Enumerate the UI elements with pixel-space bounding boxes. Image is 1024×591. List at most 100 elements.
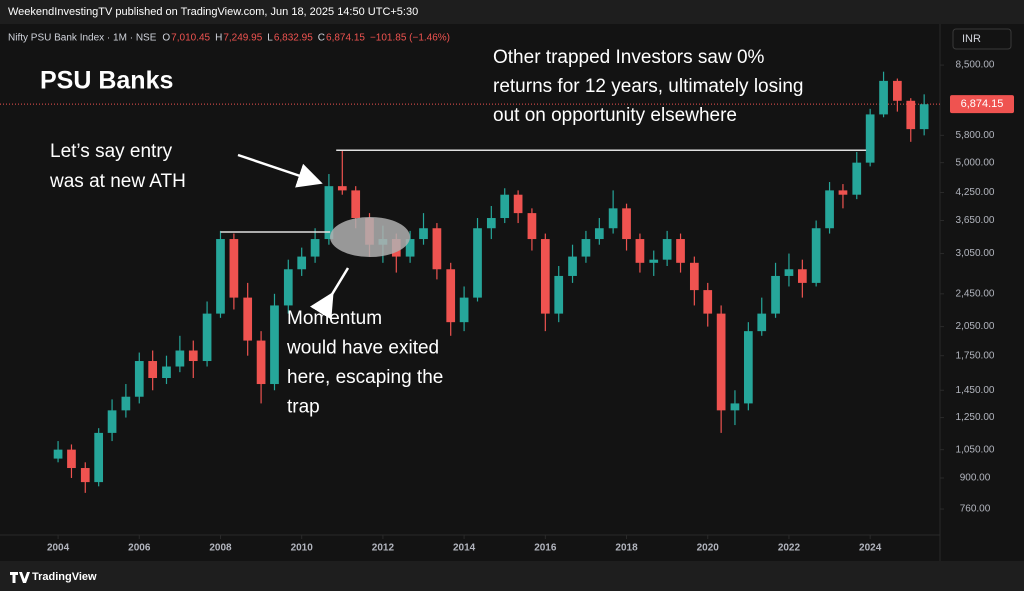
candle-body: [635, 239, 645, 263]
annotation: Other trapped Investors saw 0%: [493, 47, 765, 68]
arrow: [237, 153, 323, 188]
candle-body: [419, 228, 428, 240]
y-tick-label: 4,250.00: [956, 187, 995, 198]
candle-body: [730, 403, 740, 411]
legend-text: O: [162, 33, 170, 44]
y-tick-label: 2,050.00: [956, 321, 995, 332]
candle-body: [297, 256, 307, 270]
y-tick-label: 760.00: [960, 504, 991, 515]
currency-button[interactable]: [952, 28, 1012, 50]
annotation: was at new ATH: [49, 171, 186, 192]
legend-text: −101.85 (−1.46%): [370, 33, 450, 44]
footer-text: TradingView: [32, 571, 97, 583]
x-tick-label: 2010: [291, 543, 314, 554]
candle-body: [893, 80, 902, 101]
legend-text: L: [267, 33, 273, 44]
y-tick-label: 8,500.00: [956, 60, 995, 71]
header-text: WeekendInvestingTV published on TradingV…: [8, 6, 418, 18]
y-tick-label: 1,050.00: [956, 444, 995, 455]
chart-title: PSU Banks: [40, 67, 173, 95]
annotation: Momentum: [287, 308, 382, 329]
annotation: returns for 12 years, ultimately losing: [493, 76, 803, 97]
candle-body: [134, 361, 144, 397]
candle-body: [432, 228, 442, 270]
candle-body: [662, 239, 672, 260]
annotation: out on opportunity elsewhere: [493, 105, 737, 126]
candle-body: [784, 269, 794, 276]
candle-body: [107, 410, 117, 433]
candle-body: [500, 194, 510, 219]
annotation: trap: [287, 397, 320, 418]
candle-body: [486, 218, 496, 229]
candle-body: [554, 275, 564, 314]
candle-body: [608, 208, 618, 229]
candle-body: [337, 186, 347, 191]
legend: Nifty PSU Bank Index · 1M · NSE O 7,010.45…: [8, 33, 450, 44]
candle-body: [649, 259, 659, 263]
candle-body: [879, 80, 888, 115]
candle-body: [689, 262, 699, 291]
y-tick-label: 3,050.00: [956, 248, 995, 259]
header-bar: [0, 0, 1024, 24]
candle-body: [270, 305, 279, 385]
y-tick-label: 3,650.00: [956, 215, 995, 226]
y-tick-label: 900.00: [960, 473, 991, 484]
candle-body: [703, 290, 713, 314]
candle-body: [906, 100, 916, 130]
x-tick-label: 2004: [47, 543, 70, 554]
candle-body: [243, 297, 253, 341]
candle-body: [283, 269, 293, 306]
candle-body: [838, 190, 848, 195]
candle-body: [310, 239, 320, 257]
candle-body: [743, 331, 753, 404]
candle-body: [473, 228, 482, 298]
candle-body: [188, 350, 198, 362]
candle-body: [148, 361, 158, 379]
candle-body: [446, 269, 456, 323]
candle-body: [67, 449, 76, 469]
candle-body: [919, 104, 929, 130]
legend-text: 7,010.45: [171, 33, 210, 44]
candle-body: [716, 313, 726, 411]
candle-body: [162, 366, 171, 379]
legend-text: 7,249.95: [223, 33, 262, 44]
candle-body: [202, 313, 212, 362]
x-tick-label: 2020: [697, 543, 720, 554]
price-tag: [950, 95, 1014, 114]
candle-body: [229, 239, 239, 298]
candle-body: [324, 186, 334, 240]
candle-body: [175, 350, 185, 367]
candle-body: [459, 297, 469, 323]
currency-label: INR: [962, 33, 981, 45]
candle-body: [53, 449, 63, 459]
candle-body: [797, 269, 807, 283]
candle-body: [351, 190, 361, 219]
y-tick-label: 1,250.00: [956, 412, 995, 423]
candle-body: [540, 239, 550, 314]
y-tick-label: 5,000.00: [956, 157, 995, 168]
legend-text: 6,832.95: [274, 33, 313, 44]
candle-body: [256, 340, 266, 385]
legend-text: H: [215, 33, 222, 44]
candle-body: [852, 162, 862, 195]
candle-body: [757, 313, 767, 332]
candle-body: [94, 432, 104, 483]
candle-body: [825, 190, 834, 229]
x-tick-label: 2016: [534, 543, 557, 554]
annotation: would have exited: [286, 338, 439, 359]
candle-body: [581, 239, 591, 257]
x-tick-label: 2012: [372, 543, 395, 554]
annotations: Other trapped Investors saw 0% returns fo…: [49, 47, 803, 418]
candle-body: [121, 396, 131, 411]
candle-body: [527, 213, 537, 240]
candle-body: [216, 239, 225, 314]
candle-body: [771, 275, 780, 314]
y-tick-label: 5,800.00: [956, 130, 995, 141]
legend-text: 6,874.15: [326, 33, 365, 44]
x-tick-label: 2008: [209, 543, 232, 554]
arrow: [309, 267, 350, 320]
candle-body: [676, 239, 685, 263]
footer-bar: [0, 561, 1024, 591]
x-tick-label: 2014: [453, 543, 476, 554]
